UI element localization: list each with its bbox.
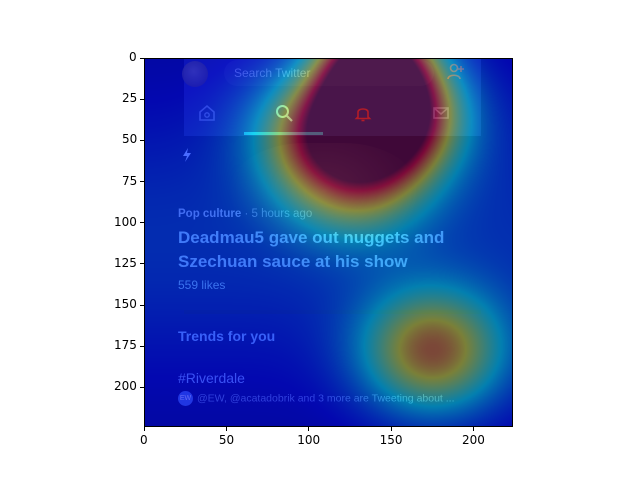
y-tick-label: 200 — [114, 379, 137, 394]
story-time: 5 hours ago — [251, 208, 313, 220]
x-tick-label: 50 — [218, 433, 235, 447]
x-tick-mark — [390, 427, 392, 431]
trends-title: Trends for you — [178, 328, 276, 344]
y-tick-mark — [140, 139, 144, 141]
y-tick-mark — [140, 386, 144, 388]
x-tick-mark — [225, 427, 227, 431]
x-tick-label: 100 — [297, 433, 321, 447]
y-tick-label: 175 — [114, 338, 137, 353]
y-tick-mark — [140, 263, 144, 265]
trend-badge: EW — [178, 391, 193, 406]
x-tick-mark — [308, 427, 310, 431]
search-input[interactable]: Search Twitter — [224, 60, 434, 86]
top-spine — [144, 58, 513, 59]
active-tab-indicator — [244, 132, 323, 135]
y-tick-label: 150 — [114, 297, 137, 312]
y-tick-mark — [140, 222, 144, 224]
story-headline[interactable]: Deadmau5 gave out nuggets and Szechuan s… — [178, 228, 445, 271]
y-tick-label: 0 — [129, 50, 137, 64]
y-tick-mark — [140, 98, 144, 100]
y-tick-mark — [140, 181, 144, 183]
trend-hashtag[interactable]: #Riverdale — [178, 370, 245, 386]
bell-icon[interactable] — [352, 102, 374, 124]
y-tick-label: 50 — [122, 132, 138, 147]
twitter-screen: Search Twitter — [144, 58, 513, 427]
story-separator: · — [241, 208, 252, 220]
x-tick-mark — [472, 427, 474, 431]
trend-subtext-label: @EW, @acatadobrik and 3 more are Tweetin… — [197, 392, 455, 405]
story-category: Pop culture — [178, 208, 242, 220]
search-icon[interactable] — [273, 102, 295, 124]
x-tick-mark — [143, 427, 145, 431]
home-icon[interactable] — [196, 102, 218, 124]
x-tick-label: 0 — [140, 433, 148, 447]
y-tick-label: 25 — [122, 91, 138, 106]
x-tick-label: 150 — [379, 433, 403, 447]
y-tick-label: 125 — [114, 255, 137, 270]
y-tick-mark — [140, 57, 144, 59]
plot-area: Search Twitter — [144, 58, 513, 427]
y-axis-line — [144, 58, 145, 427]
add-user-icon[interactable] — [445, 61, 467, 83]
right-spine — [512, 58, 513, 427]
y-tick-mark — [140, 345, 144, 347]
x-tick-label: 200 — [461, 433, 485, 447]
news-story[interactable]: Pop culture · 5 hours ago Deadmau5 gave … — [178, 208, 478, 292]
x-axis-line — [144, 426, 513, 427]
story-likes: 559 likes — [178, 278, 226, 292]
y-tick-label: 75 — [122, 173, 138, 188]
story-meta: Pop culture · 5 hours ago — [178, 208, 478, 220]
avatar[interactable] — [182, 61, 208, 87]
trend-subtext: EW @EW, @acatadobrik and 3 more are Tweet… — [178, 391, 478, 406]
mail-icon[interactable] — [430, 102, 452, 124]
y-tick-label: 100 — [114, 214, 137, 229]
y-tick-mark — [140, 304, 144, 306]
section-divider — [184, 310, 481, 314]
lightning-icon — [176, 144, 198, 166]
